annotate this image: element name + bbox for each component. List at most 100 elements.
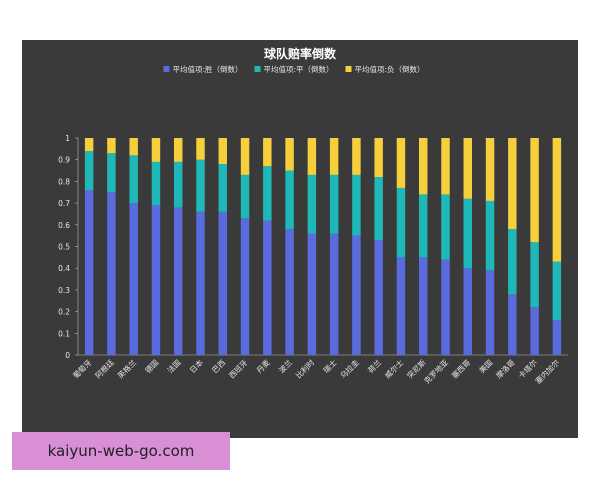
x-tick-label-9: 丹麦: [254, 357, 272, 375]
bar-segment-4-3: [151, 138, 161, 162]
bar-segment-22-1: [552, 320, 562, 355]
bar-segment-6-3: [196, 138, 205, 160]
legend-label-1: 平均值项:胜（倒数）: [173, 64, 243, 74]
legend-swatch-1: [163, 66, 170, 72]
x-tick-label-8: 西班牙: [226, 357, 249, 380]
x-tick-label-7: 巴西: [210, 358, 227, 375]
y-tick-label-2: 0.2: [58, 308, 70, 317]
bar-segment-2-1: [107, 192, 116, 355]
y-tick-label-9: 0.9: [58, 156, 70, 165]
bar-segment-20-1: [508, 294, 517, 355]
bar-segment-14-3: [374, 138, 383, 178]
x-tick-label-18: 塞西哥: [449, 357, 472, 380]
bar-segment-3-2: [129, 155, 138, 204]
chart-panel: 球队赔率倒数平均值项:胜（倒数） 平均值项:平（倒数） 平均值项:负（倒数） 0 0.1…: [22, 40, 578, 438]
bar-segment-17-3: [441, 138, 450, 195]
bar-segment-22-2: [552, 261, 562, 321]
bar-segment-22-3: [552, 138, 562, 262]
bar-segment-21-1: [530, 307, 539, 355]
y-tick-label-0: 0: [65, 351, 70, 360]
watermark-text: kaiyun-web-go.com: [47, 442, 195, 460]
bar-segment-10-1: [285, 229, 294, 355]
bar-segment-15-2: [396, 187, 406, 258]
y-tick-label-8: 0.8: [58, 177, 70, 186]
x-tick-label-15: 威尔士: [382, 357, 405, 380]
chart-title: 球队赔率倒数: [264, 46, 337, 61]
bar-segment-19-3: [485, 138, 495, 201]
y-tick-label-4: 0.4: [58, 264, 70, 273]
x-tick-label-6: 日本: [187, 357, 205, 375]
bar-segment-2-2: [107, 153, 116, 193]
bar-segment-1-2: [84, 151, 94, 191]
x-tick-label-19: 美国: [477, 357, 495, 375]
bar-segment-12-1: [329, 233, 339, 355]
bar-segment-5-3: [173, 138, 183, 162]
bar-segment-6-2: [196, 159, 205, 212]
bar-segment-7-1: [218, 211, 228, 355]
bar-segment-21-3: [530, 138, 539, 243]
bar-segment-5-2: [173, 161, 183, 208]
bar-segment-19-1: [485, 270, 495, 355]
bar-segment-17-1: [441, 259, 450, 355]
bar-segment-8-2: [240, 174, 250, 219]
watermark-banner: kaiyun-web-go.com: [12, 432, 230, 470]
bar-segment-17-2: [441, 194, 450, 260]
bar-segment-7-3: [218, 138, 228, 165]
bar-segment-20-2: [508, 229, 517, 295]
bar-segment-21-2: [530, 242, 539, 308]
legend-label-2: 平均值项:平（倒数）: [264, 64, 334, 74]
bar-segment-18-3: [463, 138, 473, 199]
bar-segment-12-3: [329, 138, 339, 175]
x-tick-label-1: 葡萄牙: [71, 357, 94, 380]
x-tick-label-13: 乌拉圭: [338, 357, 361, 380]
bar-segment-8-1: [240, 218, 250, 355]
bar-segment-9-2: [263, 166, 272, 221]
bar-segment-15-3: [396, 138, 406, 188]
legend-swatch-3: [345, 66, 352, 72]
bar-segment-3-1: [129, 203, 138, 355]
bar-segment-10-3: [285, 138, 294, 171]
bar-segment-13-1: [352, 235, 361, 355]
x-tick-label-11: 比利时: [293, 357, 316, 380]
bar-segment-6-1: [196, 211, 205, 355]
y-tick-label-5: 0.5: [58, 243, 70, 252]
legend-swatch-2: [254, 66, 261, 72]
bar-segment-1-3: [84, 138, 94, 152]
y-tick-label-1: 0.1: [58, 329, 70, 338]
x-tick-label-2: 阿根廷: [93, 357, 116, 380]
x-tick-label-5: 法国: [165, 357, 183, 375]
bar-segment-13-3: [352, 138, 361, 175]
bar-segment-8-3: [240, 138, 250, 175]
x-tick-label-14: 荷兰: [365, 357, 383, 375]
bar-segment-2-3: [107, 138, 116, 154]
x-tick-label-10: 波兰: [276, 357, 294, 375]
bar-segment-13-2: [352, 174, 361, 236]
bar-segment-12-2: [329, 174, 339, 234]
y-tick-label-7: 0.7: [58, 199, 70, 208]
y-tick-label-6: 0.6: [58, 221, 70, 230]
x-tick-label-22: 塞内加尔: [533, 357, 562, 386]
x-tick-label-12: 瑞士: [321, 357, 339, 375]
bar-segment-14-1: [374, 239, 383, 355]
y-tick-label-3: 0.3: [58, 286, 70, 295]
bar-segment-20-3: [508, 138, 517, 230]
bar-segment-3-3: [129, 138, 138, 156]
x-tick-label-20: 摩洛哥: [494, 357, 517, 380]
bar-segment-16-3: [418, 138, 428, 195]
bar-segment-19-2: [485, 200, 495, 271]
bar-segment-1-1: [84, 190, 94, 355]
bar-segment-4-1: [151, 205, 161, 355]
bar-segment-15-1: [396, 257, 406, 355]
bar-segment-4-2: [151, 161, 161, 206]
bar-segment-7-2: [218, 164, 228, 212]
y-tick-label-10: 1: [65, 134, 70, 143]
bar-segment-18-2: [463, 198, 473, 269]
x-tick-label-3: 英格兰: [115, 357, 138, 380]
legend-label-3: 平均值项:负（倒数）: [355, 64, 425, 74]
bar-segment-10-2: [285, 170, 294, 230]
bar-segment-11-3: [307, 138, 317, 175]
x-tick-label-17: 克罗地亚: [422, 357, 451, 386]
bar-segment-16-1: [418, 257, 428, 355]
bar-segment-11-1: [307, 233, 317, 355]
